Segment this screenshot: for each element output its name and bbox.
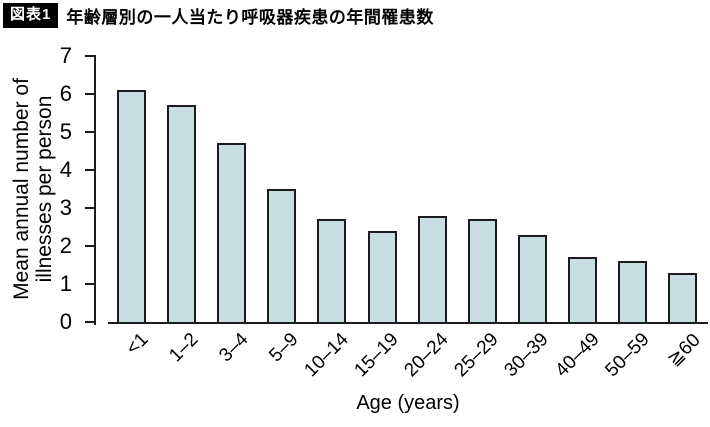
bar-15–19 [367,230,397,322]
y-tick-label-7: 7 [59,43,72,68]
y-tick-label-2: 2 [59,233,72,258]
bar-40–49 [567,257,597,322]
y-tick-label-6: 6 [59,81,72,106]
y-tick-label-1: 1 [59,271,72,296]
y-tick-0 [85,321,94,323]
x-axis-title: Age (years) [356,392,460,414]
y-axis-title: Mean annual number of illnesses per pers… [10,78,56,300]
bar-10–14 [317,219,347,322]
y-tick-5 [85,131,94,133]
y-tick-label-0: 0 [59,309,72,334]
figure-number-badge: 図表1 [3,3,59,28]
bar-5–9 [267,189,297,322]
y-axis-title-line1: Mean annual number of [10,78,33,300]
bar-20–24 [417,215,447,322]
bar-1–2 [167,105,197,322]
y-tick-3 [85,207,94,209]
bar-<1 [117,90,146,322]
bar-50–59 [618,261,647,322]
y-tick-4 [85,169,94,171]
bar-3–4 [217,143,247,322]
y-tick-2 [85,245,94,247]
y-axis-title-line2: illnesses per person [33,95,56,283]
bar-25–29 [467,219,497,322]
bar-≧60 [668,272,698,322]
figure-title-text: 年齢層別の一人当たり呼吸器疾患の年間罹患数 [66,8,434,27]
y-tick-label-5: 5 [59,119,72,144]
y-axis-line [94,55,96,325]
y-tick-label-3: 3 [59,195,72,220]
bar-30–39 [517,234,547,322]
x-axis-line [108,322,708,324]
y-tick-7 [85,55,94,57]
y-tick-label-4: 4 [59,157,72,182]
y-tick-1 [85,283,94,285]
y-tick-6 [85,93,94,95]
figure-title: 図表1 年齢層別の一人当たり呼吸器疾患の年間罹患数 [3,3,434,28]
